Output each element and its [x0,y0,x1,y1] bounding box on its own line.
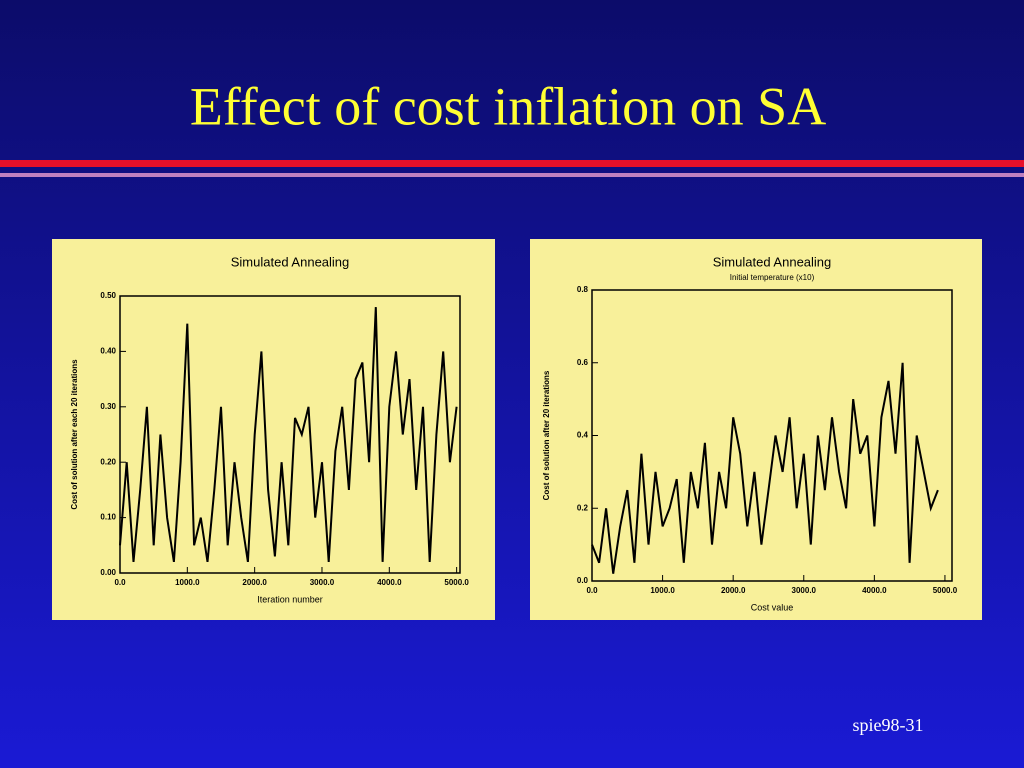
y-tick-label: 0.30 [100,402,116,411]
x-tick-label: 5000.0 [933,586,958,595]
footer: spie98-31 [853,715,924,735]
chart: Simulated Annealing Iteration number Cost … [52,239,495,620]
y-tick-label: 0.2 [577,503,589,512]
x-tick-label: 3000.0 [792,586,817,595]
y-axis-label: Cost of solution after each 20 iteration… [70,359,79,510]
divider [0,173,1024,177]
chart-title: Simulated Annealing [713,254,832,269]
y-tick-label: 0.00 [100,568,116,577]
chart-subtitle: Initial temperature (x10) [730,273,815,282]
y-tick-label: 0.8 [577,285,589,294]
y-axis-label: Cost of solution after 20 iterations [542,370,551,500]
data-line [591,362,939,574]
x-tick-label: 0.0 [586,586,598,595]
chart-title: Simulated Annealing [231,254,350,269]
y-tick-label: 0.40 [100,347,116,356]
x-tick-label: 4000.0 [377,578,402,587]
x-tick-label: 2000.0 [721,586,746,595]
y-tick-label: 0.4 [577,431,589,440]
x-tick-label: 1000.0 [650,586,675,595]
divider [0,160,1024,167]
x-tick-label: 2000.0 [242,578,267,587]
x-axis-label: Cost value [751,602,794,612]
slide-title: Effect of cost inflation on SA [190,76,826,136]
x-tick-label: 4000.0 [862,586,887,595]
y-tick-label: 0.20 [100,457,116,466]
x-tick-label: 5000.0 [444,578,469,587]
plot-frame [119,295,461,574]
y-tick-label: 0.6 [577,358,589,367]
y-tick-label: 0.50 [100,291,116,300]
x-tick-label: 3000.0 [310,578,335,587]
x-axis-label: Iteration number [257,594,323,604]
y-tick-label: 0.0 [577,576,589,585]
x-tick-label: 1000.0 [175,578,200,587]
x-tick-label: 0.0 [114,578,126,587]
chart: Simulated Annealing Initial temperature (… [530,239,982,620]
data-line [119,307,458,563]
y-tick-label: 0.10 [100,513,116,522]
plot-frame [591,289,953,582]
chart-panel [530,239,982,620]
